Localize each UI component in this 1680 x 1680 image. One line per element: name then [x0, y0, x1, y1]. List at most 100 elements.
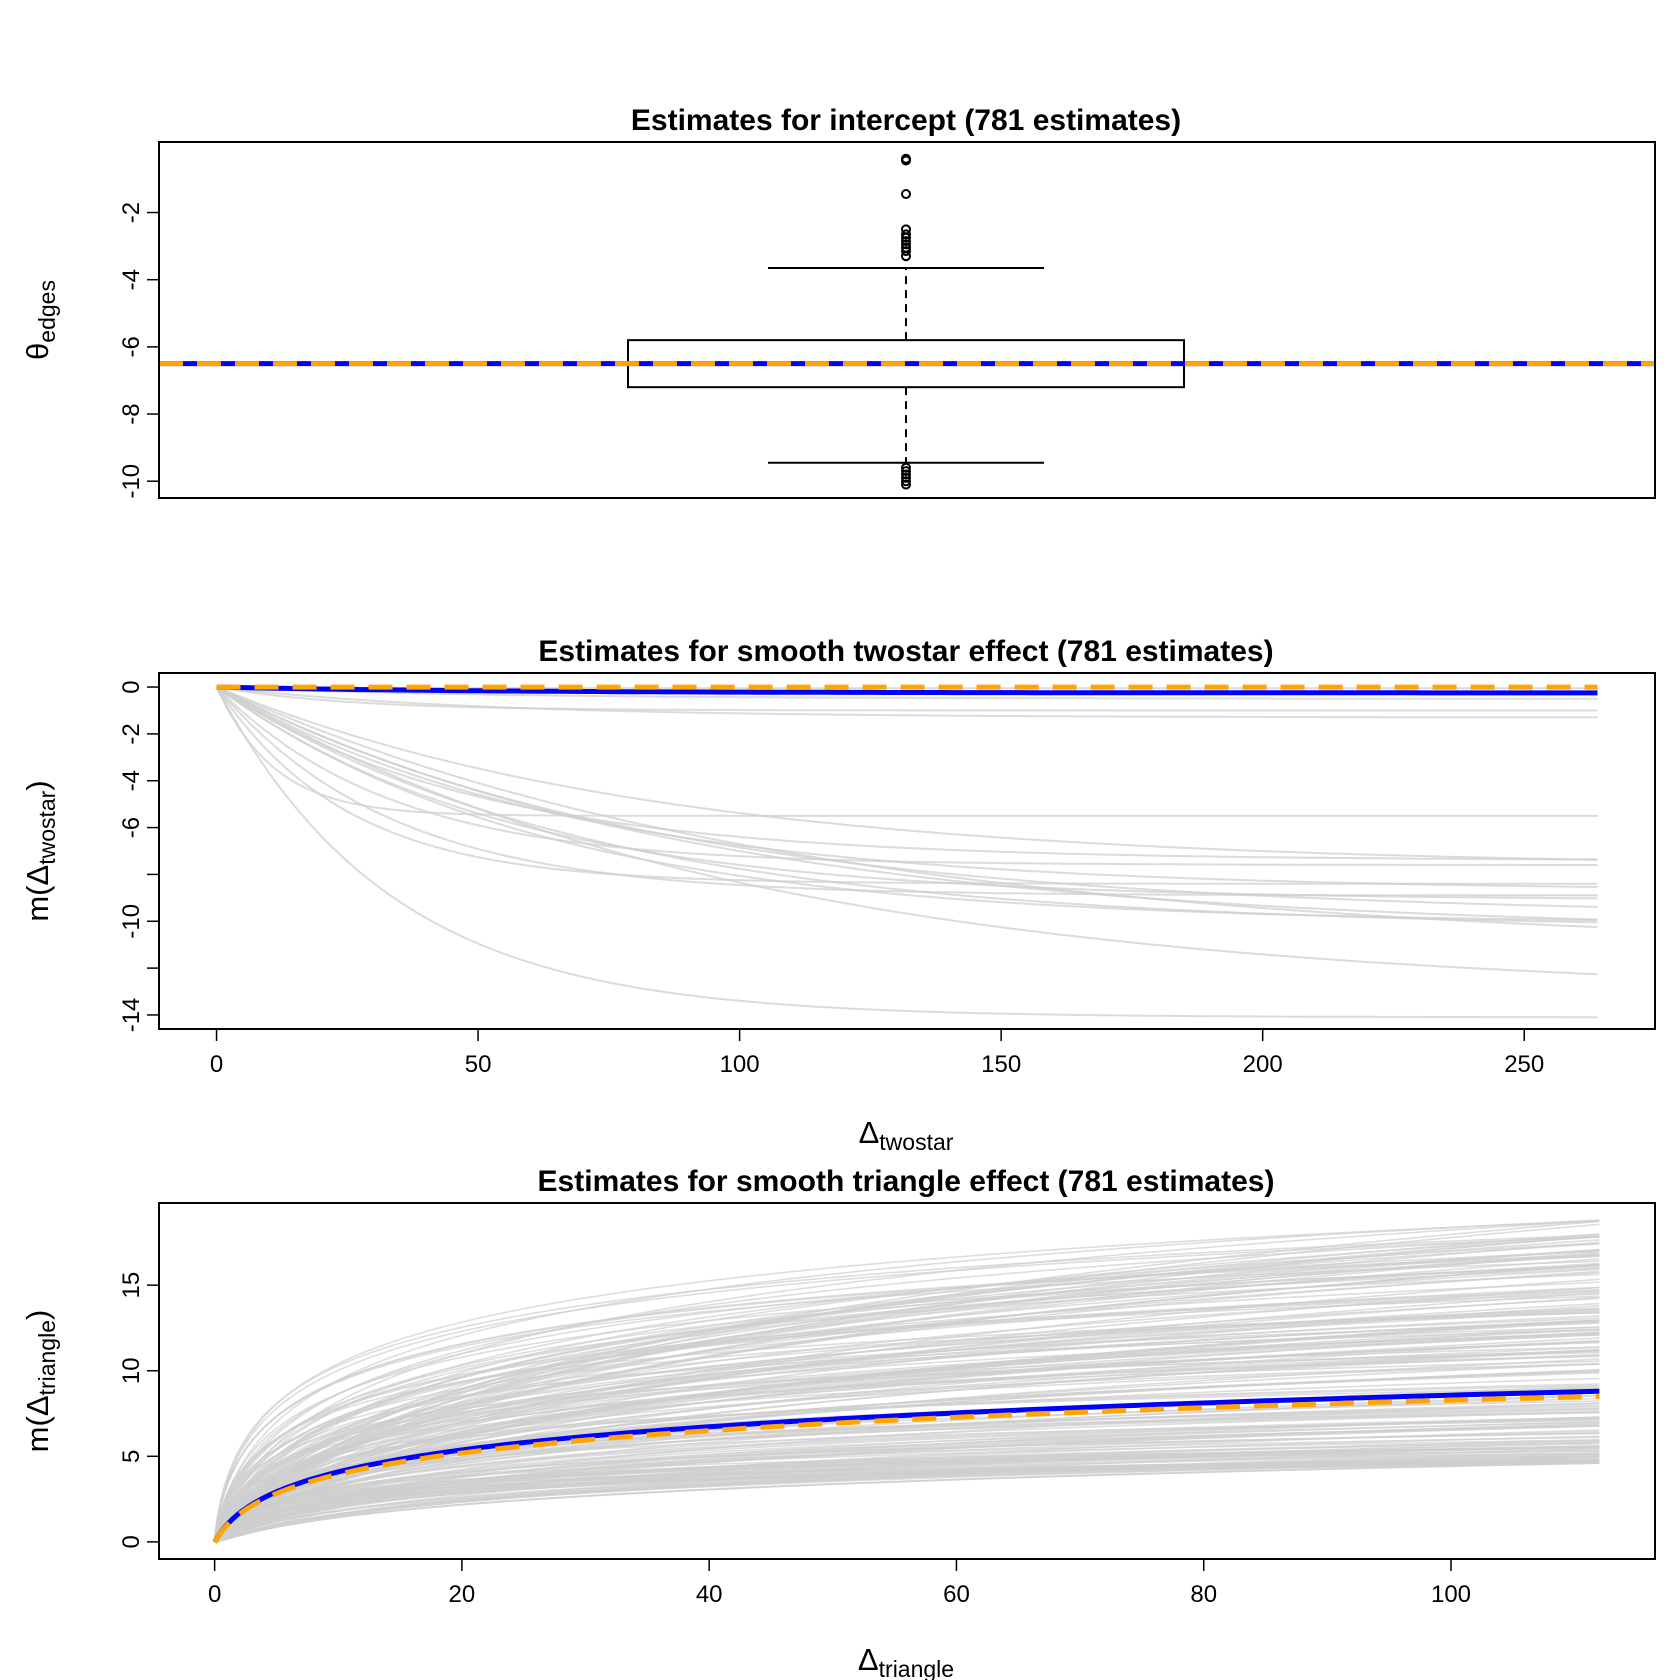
triangle-panel: Estimates for smooth triangle effect (78…	[20, 1165, 1656, 1680]
triangle-estimate-curve	[213, 1273, 1600, 1543]
box-outlier-point	[901, 189, 911, 200]
box-outlier-point	[901, 229, 911, 240]
twostar-y-label-main: Δ	[20, 865, 55, 886]
triangle-estimate-curve	[213, 1220, 1600, 1542]
intercept-y-tick-label: -6	[118, 336, 145, 357]
triangle-y-label: m(Δtriangle)	[20, 1310, 60, 1453]
intercept-marks	[159, 153, 1655, 490]
triangle-y-tick-label: 15	[118, 1272, 145, 1299]
twostar-estimate-curve	[216, 686, 1598, 929]
box-outlier-point	[901, 232, 911, 243]
twostar-y-tick-label: -4	[118, 770, 145, 791]
intercept-y-tick-label: -4	[118, 269, 145, 290]
intercept-y-label: θedges	[20, 280, 60, 360]
twostar-estimate-curve	[216, 686, 1598, 921]
twostar-x-label: Δtwostar	[859, 1115, 954, 1155]
triangle-y-label-sub: triangle	[34, 1320, 60, 1395]
triangle-estimate-curve	[213, 1234, 1600, 1542]
twostar-x-tick-label: 50	[465, 1051, 492, 1078]
box-outlier-point	[901, 246, 911, 257]
triangle-estimate-curve	[213, 1236, 1600, 1542]
twostar-plot-frame	[158, 672, 1656, 1030]
twostar-estimate-curve	[216, 686, 1598, 700]
box-outlier-point	[901, 251, 911, 262]
twostar-x-label-main: Δ	[859, 1115, 880, 1150]
box-outlier-point	[901, 469, 911, 480]
twostar-estimate-curve	[215, 686, 1598, 861]
intercept-plot-frame	[158, 141, 1656, 499]
triangle-estimate-curve	[214, 1353, 1600, 1543]
triangle-y-label-main: Δ	[20, 1395, 55, 1416]
triangle-plot-frame	[158, 1202, 1656, 1560]
triangle-marks	[212, 1219, 1600, 1544]
triangle-x-axis: 0 20 40 60 80 100	[208, 1559, 1471, 1608]
twostar-y-label-sub: twostar	[34, 790, 60, 864]
intercept-title: Estimates for intercept (781 estimates)	[631, 104, 1181, 137]
triangle-y-tick-label: 5	[118, 1450, 145, 1463]
twostar-y-tick-label: -6	[118, 817, 145, 838]
triangle-estimate-curve	[214, 1262, 1600, 1543]
triangle-y-axis: 0 5 10 15	[118, 1272, 159, 1549]
twostar-estimate-curve	[216, 686, 1598, 719]
twostar-estimate-curve	[215, 686, 1598, 1019]
box-outlier-point	[901, 239, 911, 250]
twostar-y-tick-label: -14	[118, 998, 145, 1033]
triangle-estimate-curve	[214, 1395, 1600, 1543]
twostar-y-tick-label: -2	[118, 723, 145, 744]
triangle-estimate-curve	[214, 1441, 1600, 1543]
twostar-estimate-curve	[215, 686, 1598, 976]
triangle-estimate-curve	[213, 1255, 1600, 1542]
triangle-y-tick-label: 10	[118, 1357, 145, 1384]
intercept-y-tick-label: -8	[118, 403, 145, 424]
twostar-y-label-pre: m(	[20, 885, 55, 922]
intercept-y-tick-label: -10	[118, 464, 145, 499]
twostar-y-tick-label: 0	[118, 680, 145, 693]
triangle-y-label-post: )	[20, 1310, 55, 1320]
twostar-x-tick-label: 200	[1243, 1051, 1283, 1078]
twostar-estimate-curve	[215, 686, 1598, 900]
triangle-x-label-main: Δ	[858, 1642, 879, 1677]
triangle-x-tick-label: 80	[1190, 1581, 1217, 1608]
twostar-estimate-curve	[216, 686, 1598, 861]
triangle-estimate-curve	[214, 1319, 1600, 1543]
box-outlier-point	[901, 236, 911, 247]
twostar-x-tick-label: 250	[1504, 1051, 1544, 1078]
intercept-y-label-sub: edges	[34, 280, 60, 343]
triangle-x-tick-label: 100	[1431, 1581, 1471, 1608]
triangle-estimate-curve	[213, 1286, 1600, 1543]
intercept-panel: Estimates for intercept (781 estimates) …	[20, 104, 1656, 499]
triangle-estimate-curve	[214, 1297, 1600, 1543]
twostar-panel: Estimates for smooth twostar effect (781…	[20, 635, 1656, 1155]
triangle-estimate-curve	[213, 1266, 1600, 1542]
twostar-estimate-curve	[215, 686, 1598, 817]
triangle-estimate-curve	[213, 1322, 1600, 1543]
triangle-title: Estimates for smooth triangle effect (78…	[538, 1165, 1275, 1198]
twostar-marks	[215, 684, 1598, 1019]
triangle-estimate-curve	[213, 1235, 1600, 1543]
twostar-y-tick-label: -10	[118, 904, 145, 939]
triangle-estimate-curve	[214, 1394, 1600, 1543]
twostar-x-tick-label: 150	[981, 1051, 1021, 1078]
triangle-y-tick-label: 0	[118, 1535, 145, 1548]
twostar-y-label: m(Δtwostar)	[20, 780, 60, 921]
twostar-x-label-sub: twostar	[879, 1129, 953, 1155]
triangle-x-label: Δtriangle	[858, 1642, 954, 1680]
triangle-x-tick-label: 20	[449, 1581, 476, 1608]
twostar-y-axis: 0 -2 -4 -6 -10 -14	[118, 680, 159, 1032]
twostar-estimate-curve	[216, 686, 1598, 712]
intercept-y-axis: -2 -4 -6 -8 -10	[118, 202, 159, 499]
box-outlier-point	[901, 462, 911, 473]
triangle-y-label-pre: m(	[20, 1415, 55, 1452]
triangle-estimate-curve	[213, 1331, 1600, 1543]
twostar-y-label-post: )	[20, 780, 55, 790]
triangle-x-tick-label: 0	[208, 1581, 221, 1608]
triangle-x-tick-label: 60	[943, 1581, 970, 1608]
twostar-x-tick-label: 0	[210, 1051, 223, 1078]
twostar-x-axis: 0 50 100 150 200 250	[210, 1029, 1544, 1078]
intercept-y-tick-label: -2	[118, 202, 145, 223]
box-outlier-point	[901, 476, 911, 487]
triangle-x-tick-label: 40	[696, 1581, 723, 1608]
intercept-y-label-main: θ	[20, 343, 55, 360]
twostar-title: Estimates for smooth twostar effect (781…	[538, 635, 1273, 668]
